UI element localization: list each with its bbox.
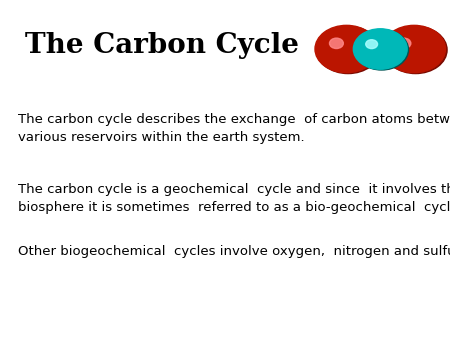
- Circle shape: [317, 26, 380, 74]
- Circle shape: [329, 38, 343, 49]
- Circle shape: [353, 29, 407, 69]
- Text: The carbon cycle is a geochemical  cycle and since  it involves the
biosphere it: The carbon cycle is a geochemical cycle …: [18, 183, 450, 214]
- Circle shape: [397, 38, 411, 49]
- Text: The Carbon Cycle: The Carbon Cycle: [25, 32, 299, 59]
- Text: Other biogeochemical  cycles involve oxygen,  nitrogen and sulfur.: Other biogeochemical cycles involve oxyg…: [18, 245, 450, 258]
- Circle shape: [315, 25, 378, 73]
- Text: The carbon cycle describes the exchange  of carbon atoms between
various reservo: The carbon cycle describes the exchange …: [18, 113, 450, 144]
- Circle shape: [355, 29, 409, 70]
- Circle shape: [384, 26, 447, 74]
- Circle shape: [366, 40, 378, 49]
- Circle shape: [382, 25, 446, 73]
